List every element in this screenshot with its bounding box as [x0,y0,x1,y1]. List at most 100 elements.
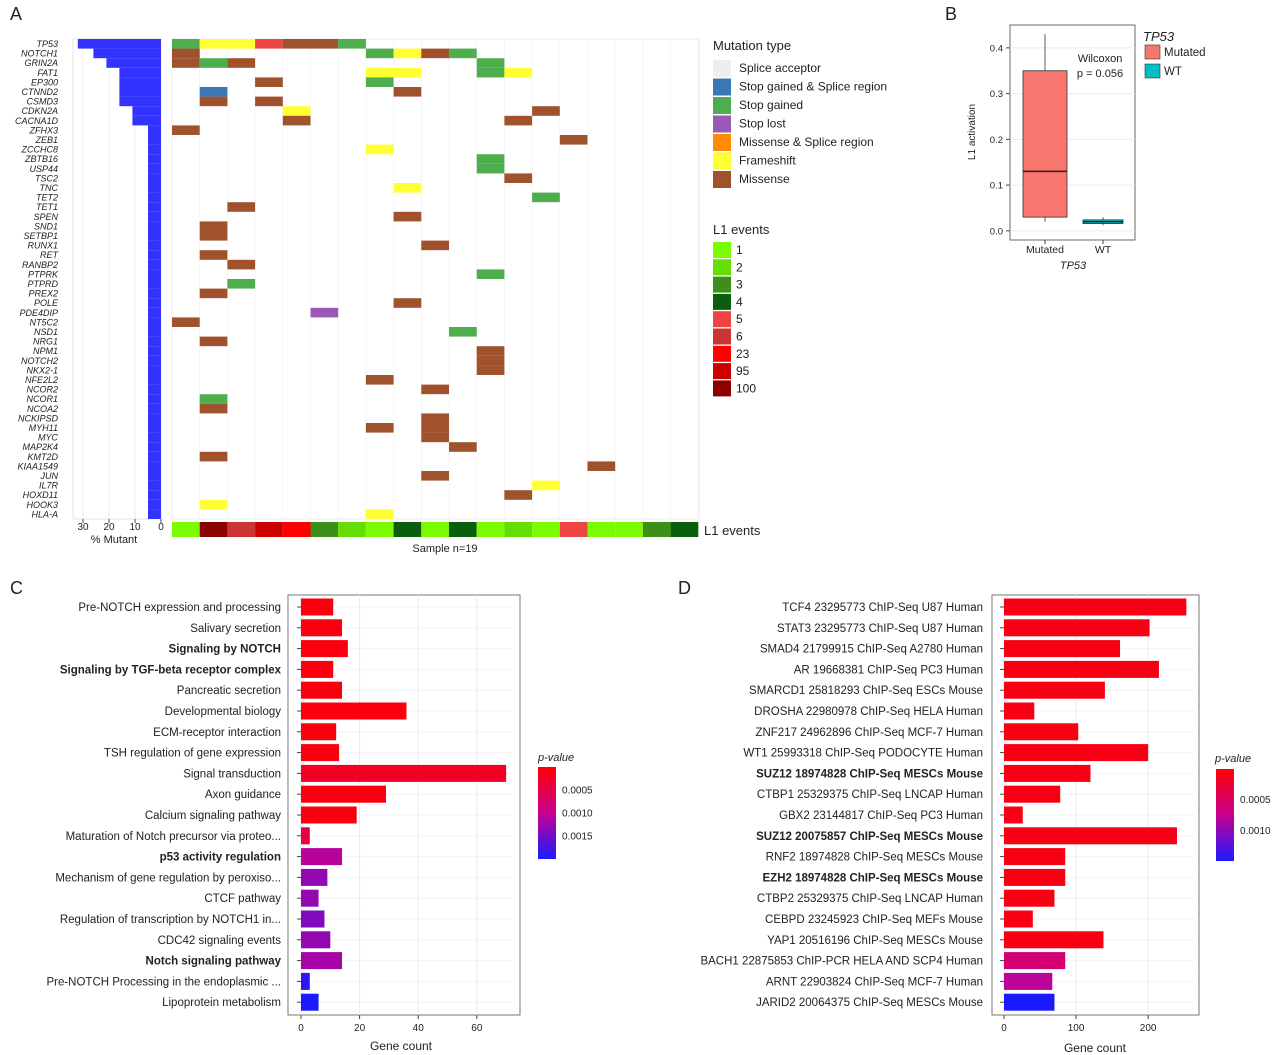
mutation-cell [172,58,200,68]
wilcoxon-label: Wilcoxon [1078,53,1123,65]
chip-x-axis: 0 100 200 [1001,1015,1157,1034]
bar-label: Signaling by NOTCH [169,644,281,656]
percent-mutant-bar [148,298,161,308]
bar [1004,868,1066,886]
mutation-cell [227,58,256,68]
mutation-cell [476,346,505,356]
mutation-cell [504,173,533,183]
mutation-cell [365,144,394,155]
gene-label: MYH11 [29,423,58,433]
bar [1004,972,1053,990]
x-tick-label: 40 [413,1023,425,1034]
x-tick-label: 60 [471,1023,483,1034]
bar-label: EZH2 18974828 ChIP-Seq MESCs Mouse [763,872,984,884]
boxplot-panel: 0.00.10.20.30.4 Mutated WT L1 activation … [967,24,1206,272]
mutation-cell [449,48,477,59]
legend-label: 95 [736,364,750,378]
bar [1004,702,1035,720]
legend-swatch [713,259,731,276]
gene-label: NCOR2 [26,385,58,395]
colorbar-tick-label: 0.0005 [1240,795,1271,806]
l1-event-cell [282,522,311,537]
boxplot-x-tick-label: WT [1095,244,1112,256]
legend-label: Missense [739,172,790,186]
legend-label: Splice acceptor [739,61,821,75]
bar [301,619,343,637]
gene-label: TP53 [36,39,58,49]
percent-mutant-bar [148,259,161,270]
bar-label: JARID2 20064375 ChIP-Seq MESCs Mouse [756,997,983,1009]
legend-label: 1 [736,243,743,257]
bar [1004,660,1159,678]
mutation-legend: Splice acceptor Stop gained & Splice regi… [713,60,887,188]
percent-mutant-bar [148,509,161,519]
x-tick-label: 0 [1001,1023,1007,1034]
boxplot-y-tick-label: 0.3 [990,89,1003,100]
legend-swatch [713,345,731,362]
gene-labels: TP53NOTCH1GRIN2AFAT1EP300CTNND2CSMD3CDKN… [15,39,60,519]
mutation-cell [338,39,366,49]
percent-mutant-bars [77,39,161,519]
bar [1004,952,1066,970]
percent-mutant-bar [148,499,161,510]
percent-mutant-bar [132,106,161,116]
chip-bar-panel: TCF4 23295773 ChIP-Seq U87 Human STAT3 23… [700,594,1271,1055]
p-value-annotation: p = 0.056 [1077,68,1123,80]
mutation-cell [476,58,505,68]
gene-label: SND1 [34,221,58,231]
mutation-cell [365,423,394,433]
gene-label: TNC [40,183,59,193]
percent-mutant-bar [148,250,161,260]
bar-label: Pre-NOTCH expression and processing [78,602,281,614]
mutation-cell [199,221,228,231]
percent-mutant-bar [106,58,161,68]
gene-label: FAT1 [37,68,58,78]
gene-label: POLE [34,298,59,308]
percent-mutant-bar [148,202,161,212]
mutation-cell [282,106,311,116]
gene-label: TET2 [36,193,58,203]
l1-event-cell [559,522,588,537]
mutation-legend-title: Mutation type [713,38,791,53]
percent-mutant-bar [119,67,161,78]
legend-swatch [713,328,731,345]
bar-label: GBX2 23144817 ChIP-Seq PC3 Human [779,810,983,822]
l1-event-cell [587,522,616,537]
l1-event-cell [338,522,366,537]
mutation-cell [476,154,505,164]
gene-label: MYC [38,433,59,443]
panel-label-b: B [945,4,957,24]
percent-mutant-bar [148,336,161,347]
legend-swatch [713,78,731,96]
l1-event-cell [365,522,394,537]
pathway-bar-panel: Pre-NOTCH expression and processing Saliv… [46,594,593,1053]
percent-axis: 30 20 10 0 [77,519,164,533]
l1-event-cell [199,522,228,537]
percent-mutant-bar [148,269,161,279]
mutation-cell [559,135,588,145]
bar [1004,598,1187,616]
percent-mutant-bar [148,471,161,481]
chip-colorbar-ticks: 0.0005 0.0010 [1240,795,1271,837]
percent-tick-label: 20 [103,522,115,533]
bar-label: SUZ12 20075857 ChIP-Seq MESCs Mouse [756,831,983,843]
gene-label: NSD1 [34,327,58,337]
percent-mutant-bar [148,432,161,443]
mutation-cell [476,67,505,78]
gene-label: CSMD3 [26,97,58,107]
percent-mutant-bar [148,317,161,327]
percent-mutant-bar [119,77,161,87]
bar [301,764,507,782]
bar [301,931,331,949]
mutation-cell [199,336,228,347]
gene-label: ZFHX3 [28,125,58,135]
bar [301,660,334,678]
bar-label: SUZ12 18974828 ChIP-Seq MESCs Mouse [756,768,983,780]
colorbar-tick-label: 0.0010 [1240,826,1271,837]
gene-label: GRIN2A [24,58,58,68]
pathway-colorbar-ticks: 0.0005 0.0010 0.0015 [562,786,593,843]
bar-label: Axon guidance [205,789,281,801]
boxplot-y-tick-label: 0.0 [990,226,1003,237]
mutation-cell [199,87,228,97]
